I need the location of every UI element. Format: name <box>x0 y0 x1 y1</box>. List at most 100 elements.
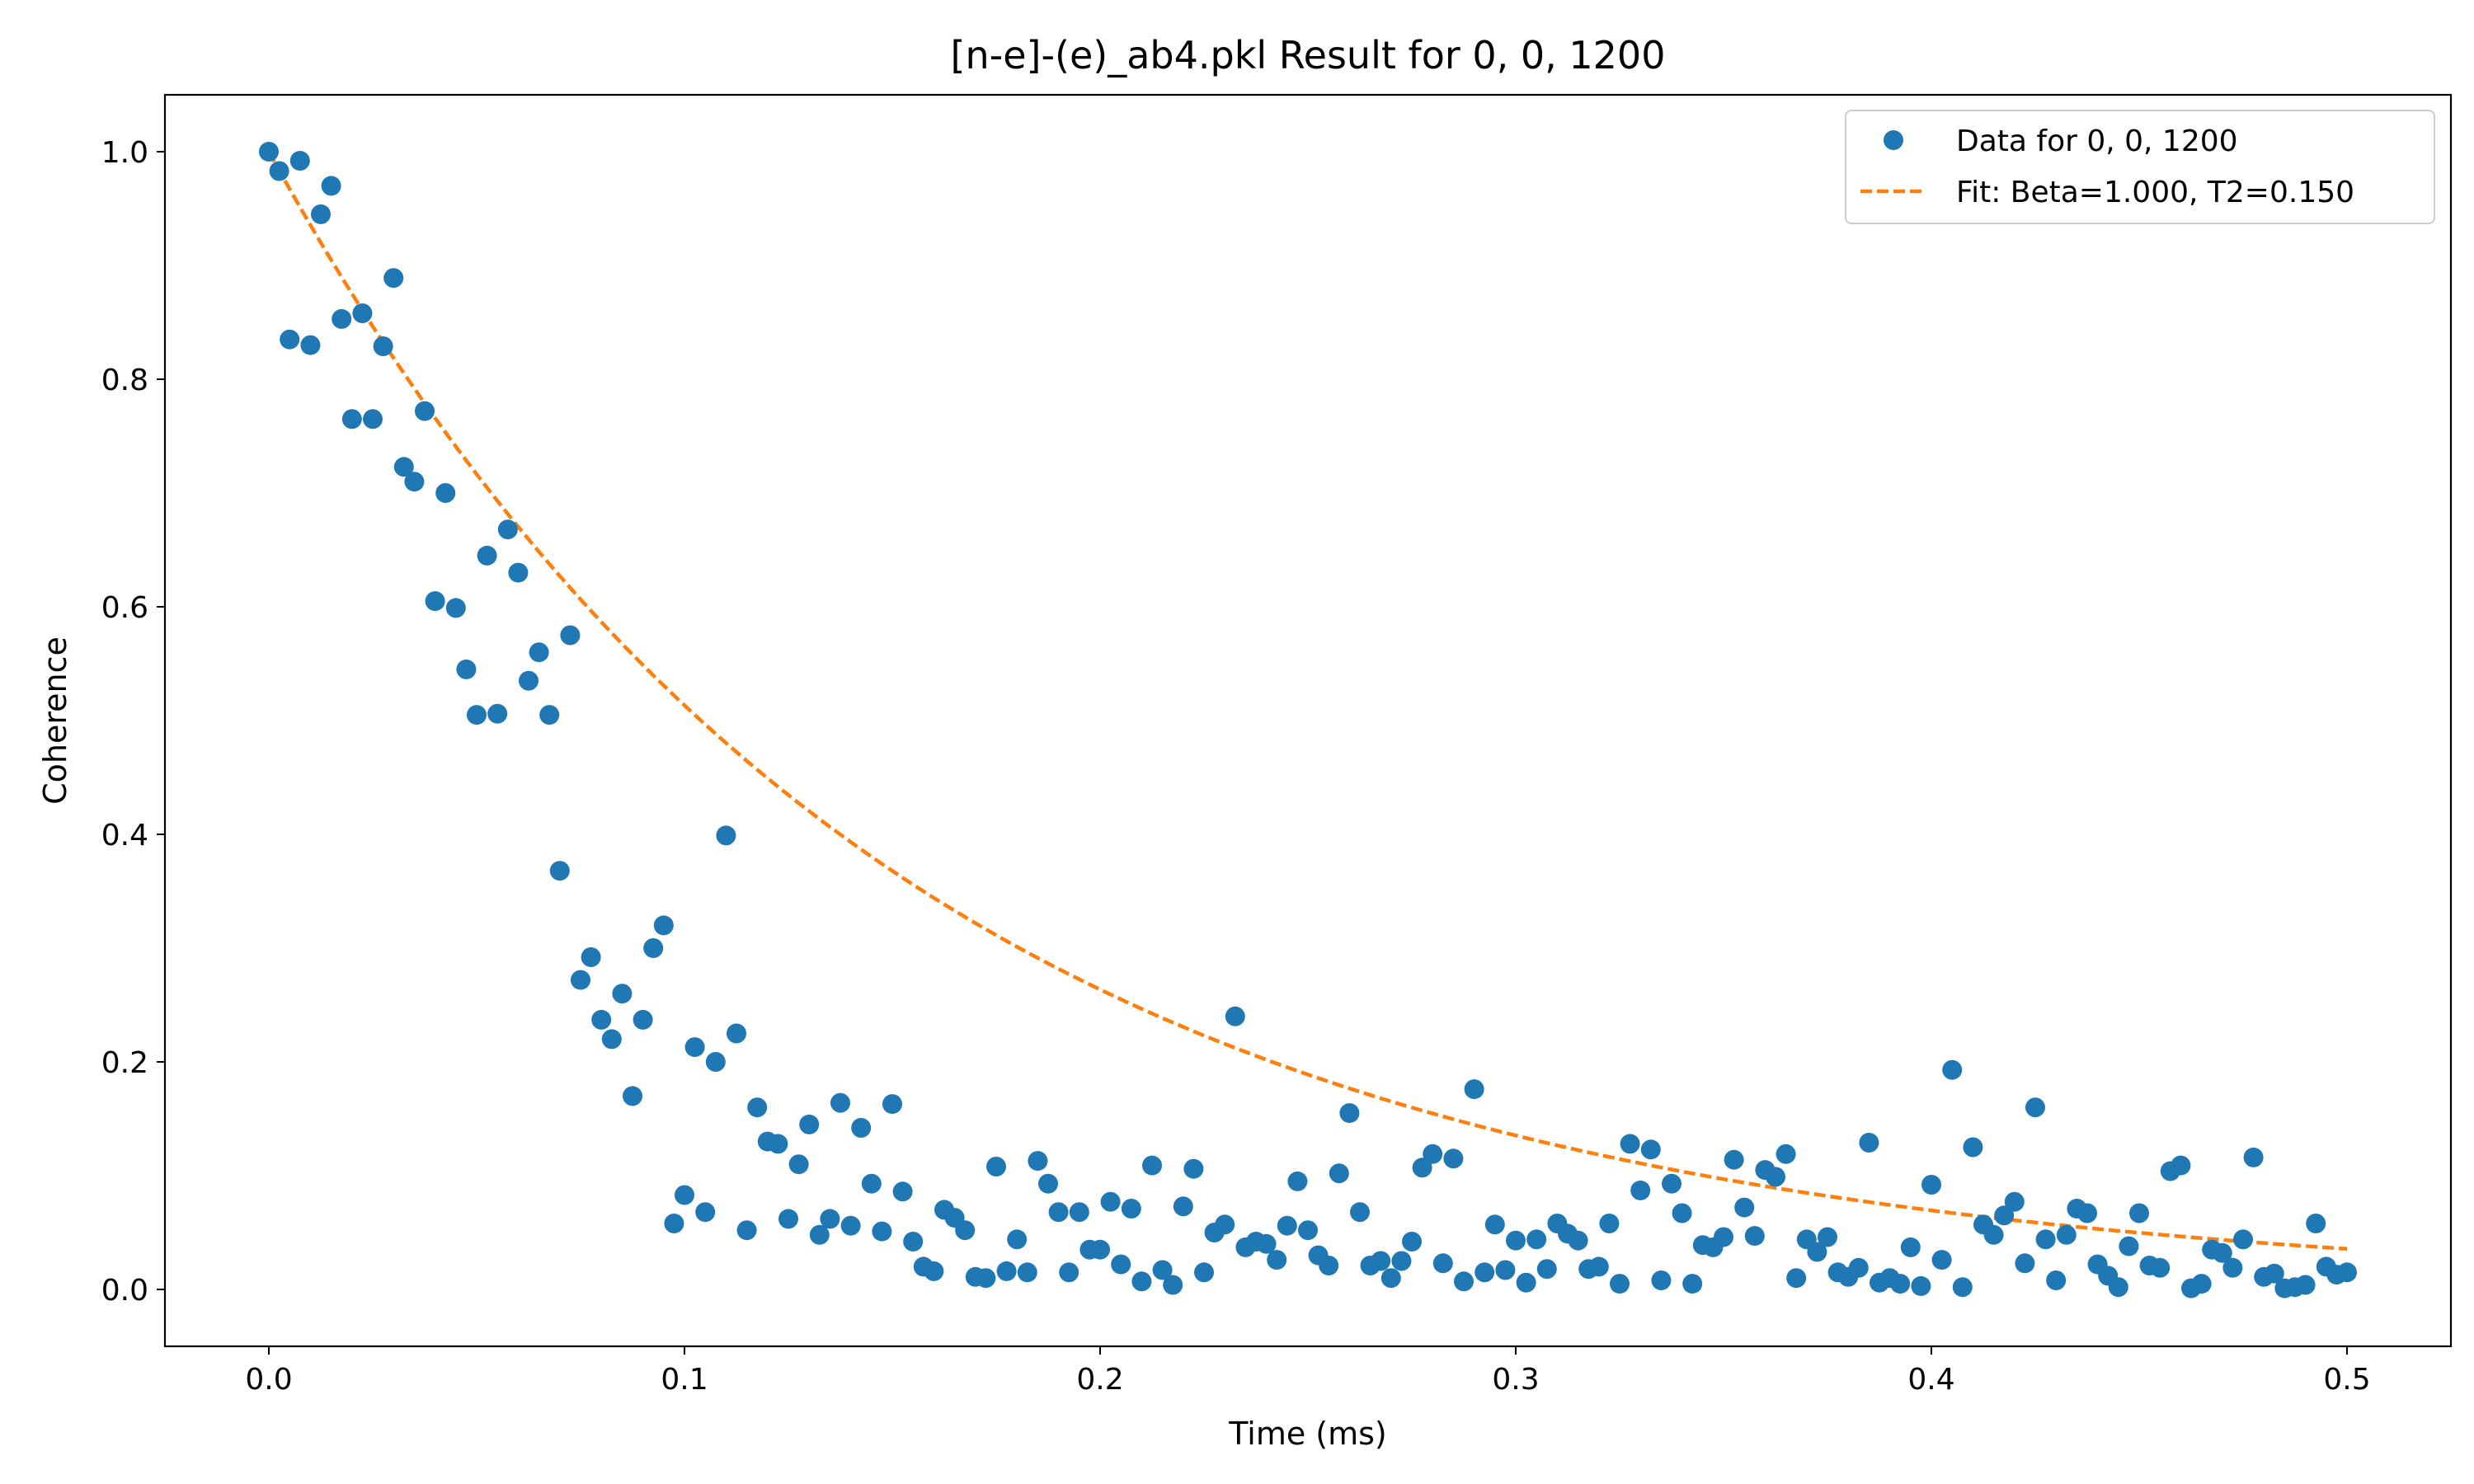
data-point <box>1662 1173 1681 1194</box>
data-point <box>1183 1158 1204 1179</box>
data-point <box>363 409 383 430</box>
data-point <box>1475 1262 1495 1283</box>
x-tick-label: 0.5 <box>2323 1363 2370 1397</box>
data-point <box>1298 1220 1318 1241</box>
data-point <box>840 1215 861 1236</box>
data-point <box>1766 1167 1785 1187</box>
data-point <box>373 336 393 356</box>
axes-frame <box>163 93 2453 1348</box>
data-point <box>1454 1271 1474 1292</box>
data-point <box>1495 1260 1516 1280</box>
data-point <box>1329 1163 1349 1184</box>
data-point <box>2233 1229 2253 1250</box>
data-point <box>2046 1270 2067 1290</box>
data-point <box>1007 1229 1028 1250</box>
data-point <box>1215 1214 1235 1235</box>
data-point <box>2295 1275 2316 1295</box>
data-point <box>861 1173 882 1194</box>
data-point <box>809 1224 830 1245</box>
data-point <box>903 1232 924 1252</box>
data-point <box>571 970 590 990</box>
data-point <box>643 938 664 958</box>
data-point <box>2077 1203 2097 1223</box>
data-point <box>1682 1274 1703 1294</box>
data-point <box>2212 1242 2232 1263</box>
data-point <box>2119 1236 2139 1256</box>
data-point <box>2025 1097 2045 1118</box>
data-point <box>591 1009 612 1030</box>
data-point <box>259 142 279 162</box>
data-point <box>560 625 581 646</box>
data-point <box>1516 1272 1536 1293</box>
data-point <box>1350 1202 1370 1223</box>
data-point <box>467 705 487 726</box>
data-point <box>788 1154 809 1175</box>
data-point <box>445 598 466 618</box>
data-point <box>1599 1214 1620 1233</box>
data-point <box>727 1023 746 1044</box>
legend: Data for 0, 0, 1200 Fit: Beta=1.000, T2=… <box>1845 110 2435 224</box>
data-point <box>1786 1268 1807 1289</box>
data-point <box>1048 1202 1069 1223</box>
data-point <box>1931 1250 1952 1270</box>
data-point <box>2150 1257 2171 1278</box>
data-point <box>487 703 508 724</box>
data-point <box>1402 1232 1422 1252</box>
data-point <box>1131 1271 1152 1292</box>
data-point <box>352 303 373 323</box>
data-point <box>2306 1214 2326 1233</box>
data-point <box>1069 1202 1089 1223</box>
data-point <box>2035 1229 2056 1250</box>
data-point <box>1536 1259 1557 1280</box>
data-point <box>986 1157 1006 1176</box>
data-point <box>1432 1253 1453 1274</box>
data-point <box>1443 1148 1464 1169</box>
data-point <box>799 1114 820 1134</box>
data-point <box>1391 1251 1412 1271</box>
y-tick-label: 0.2 <box>101 1046 148 1080</box>
data-point <box>1734 1197 1755 1218</box>
data-point <box>2015 1253 2035 1274</box>
data-point <box>2243 1147 2264 1167</box>
data-point <box>1059 1262 1079 1283</box>
data-point <box>2171 1155 2191 1176</box>
data-point <box>1714 1227 1733 1247</box>
data-point <box>1038 1173 1058 1194</box>
data-point <box>2264 1263 2284 1284</box>
data-point <box>1952 1277 1973 1298</box>
data-point <box>1464 1079 1484 1100</box>
x-axis: 0.0 0.1 0.2 0.3 0.4 0.5 <box>245 1346 2371 1397</box>
data-point <box>289 151 310 171</box>
data-point <box>623 1086 642 1106</box>
data-point <box>2191 1274 2212 1294</box>
data-point <box>1610 1274 1630 1294</box>
y-tick-label: 0.8 <box>101 364 148 397</box>
data-point <box>612 984 633 1004</box>
data-point <box>383 268 404 289</box>
data-point <box>1319 1256 1339 1275</box>
data-point <box>1568 1230 1588 1251</box>
data-point <box>1526 1229 1547 1250</box>
data-point <box>1672 1203 1692 1223</box>
data-point <box>1724 1149 1744 1170</box>
data-point <box>497 519 518 540</box>
data-point <box>508 562 529 583</box>
data-point <box>996 1261 1017 1281</box>
data-point <box>872 1221 892 1242</box>
data-point <box>1506 1230 1526 1251</box>
data-point <box>1963 1137 1983 1158</box>
data-point <box>653 915 674 936</box>
data-point <box>1100 1191 1121 1212</box>
data-point <box>1225 1006 1245 1026</box>
data-point <box>425 591 445 612</box>
data-point <box>456 659 477 679</box>
data-point <box>1173 1196 1193 1217</box>
x-axis-label: Time (ms) <box>1228 1416 1387 1452</box>
data-point <box>892 1181 913 1202</box>
data-point <box>1267 1250 1287 1270</box>
data-point <box>519 670 539 691</box>
data-point <box>539 705 560 726</box>
data-point <box>280 329 300 350</box>
data-point <box>1090 1239 1110 1260</box>
